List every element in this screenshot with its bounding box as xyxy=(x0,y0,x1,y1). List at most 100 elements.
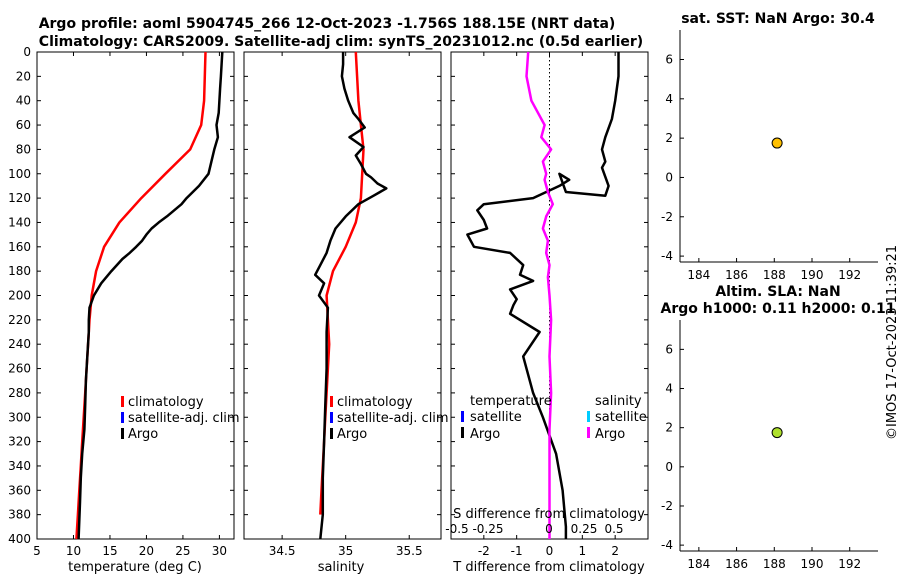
y-tick-label: -4 xyxy=(661,538,673,552)
timestamp: ©IMOS 17-Oct-2023 11:39:21 xyxy=(885,245,900,440)
salinity-legend: climatology satellite-adj. clim Argo xyxy=(330,395,449,442)
sla-panel-title1: Altim. SLA: NaN xyxy=(715,284,840,300)
argo-profile-line xyxy=(313,52,388,540)
y-tick-label: 100 xyxy=(8,167,31,181)
y-tick-label: 200 xyxy=(8,289,31,303)
legend-header-temperature: temperature xyxy=(470,394,552,409)
sla-point xyxy=(771,427,783,439)
y-tick-label: 300 xyxy=(8,410,31,424)
x-tick-label: 188 xyxy=(763,268,786,282)
y-tick-label: 240 xyxy=(8,337,31,351)
temperature-legend: climatology satellite-adj. clim Argo xyxy=(121,395,240,442)
y-tick-label: 320 xyxy=(8,435,31,449)
y-tick-label: 2 xyxy=(665,421,673,435)
x-tick-label: 192 xyxy=(838,557,861,571)
sla-panel-title2: Argo h1000: 0.11 h2000: 0.11 xyxy=(660,301,895,317)
y-tick-label: 2 xyxy=(665,131,673,145)
legend-label-argo: Argo xyxy=(337,427,367,442)
x-tick-label: 2 xyxy=(611,544,619,558)
sla-panel: -4 -2 0 2 4 6 184 186 188 190 192 xyxy=(661,320,878,571)
x-tick-label: 0 xyxy=(546,544,554,558)
y-tick-label: 120 xyxy=(8,191,31,205)
y-tick-label: 20 xyxy=(16,69,31,83)
x-tick-label: 190 xyxy=(801,268,824,282)
y-tick-label: -4 xyxy=(661,249,673,263)
x-tick-label: 186 xyxy=(725,557,748,571)
y-tick-label: 400 xyxy=(8,532,31,546)
y-tick-label: -2 xyxy=(661,210,673,224)
x-tick-label: 35.5 xyxy=(396,544,423,558)
x-tick-label: 5 xyxy=(33,544,41,558)
legend-header-salinity: salinity xyxy=(595,394,642,409)
x-tick-label: 10 xyxy=(66,544,81,558)
y-tick-label: 4 xyxy=(665,92,673,106)
legend-label-argo: Argo xyxy=(128,427,158,442)
x-tick-label: 190 xyxy=(801,557,824,571)
x-tick-label: -1 xyxy=(511,544,523,558)
legend-label-s-satellite: satellite xyxy=(595,410,647,425)
climatology-line xyxy=(75,51,207,540)
x-tick-label: 34.5 xyxy=(269,544,296,558)
temperature-xlabel: temperature (deg C) xyxy=(68,560,202,575)
temperature-panel: 0 20 40 60 80 100 120 140 160 180 200 220 240 260 280 3… xyxy=(8,45,235,558)
x-tick-label: 1 xyxy=(579,544,587,558)
legend-swatch-t-satellite xyxy=(461,411,464,422)
legend-swatch-s-satellite xyxy=(587,411,590,422)
salinity-difference-line xyxy=(525,51,555,539)
sdiff-tick: 0 xyxy=(545,522,553,536)
x-tick-label: -2 xyxy=(478,544,490,558)
legend-label-satellite: satellite-adj. clim xyxy=(128,411,240,426)
y-tick-label: 220 xyxy=(8,313,31,327)
title-line2: Climatology: CARS2009. Satellite-adj cli… xyxy=(39,34,643,50)
y-tick-label: 380 xyxy=(8,508,31,522)
sdiff-tick: -0.25 xyxy=(472,522,503,536)
legend-swatch-satellite xyxy=(330,412,333,423)
y-tick-label: 0 xyxy=(665,460,673,474)
sst-panel: -4 -2 0 2 4 6 184 186 188 190 192 xyxy=(661,30,878,282)
x-tick-label: 25 xyxy=(175,544,190,558)
axes-frame xyxy=(36,51,235,540)
sdiff-tick: -0.5 xyxy=(445,522,468,536)
sdiff-tick: 0.25 xyxy=(571,522,598,536)
y-tick-label: 280 xyxy=(8,386,31,400)
legend-swatch-argo xyxy=(330,428,333,439)
legend-label-climatology: climatology xyxy=(337,395,413,410)
y-tick-label: 6 xyxy=(665,342,673,356)
y-tick-label: 4 xyxy=(665,382,673,396)
x-tick-label: 35 xyxy=(338,544,353,558)
legend-swatch-t-argo xyxy=(461,427,464,438)
y-tick-label: 260 xyxy=(8,362,31,376)
legend-label-t-satellite: satellite xyxy=(470,410,522,425)
y-tick-label: -2 xyxy=(661,499,673,513)
x-tick-label: 184 xyxy=(687,557,710,571)
argo-profile-line xyxy=(77,51,224,540)
y-tick-label: 6 xyxy=(665,52,673,66)
y-tick-label: 0 xyxy=(665,170,673,184)
y-tick-label: 360 xyxy=(8,483,31,497)
y-tick-label: 80 xyxy=(16,142,31,156)
legend-swatch-satellite xyxy=(121,412,124,423)
tdiff-xlabel: T difference from climatology xyxy=(452,560,645,575)
title-line1: Argo profile: aoml 5904745_266 12-Oct-20… xyxy=(39,16,616,32)
legend-label-satellite: satellite-adj. clim xyxy=(337,411,449,426)
temperature-difference-line xyxy=(466,52,620,539)
legend-label-t-argo: Argo xyxy=(470,427,500,442)
legend-swatch-climatology xyxy=(330,396,333,407)
y-tick-label: 0 xyxy=(23,45,31,59)
legend-label-s-argo: Argo xyxy=(595,427,625,442)
x-tick-label: 188 xyxy=(763,557,786,571)
legend-swatch-s-argo xyxy=(587,427,590,438)
y-tick-label: 60 xyxy=(16,118,31,132)
legend-swatch-argo xyxy=(121,428,124,439)
x-tick-label: 184 xyxy=(687,268,710,282)
y-tick-label: 340 xyxy=(8,459,31,473)
y-tick-label: 140 xyxy=(8,215,31,229)
x-tick-label: 15 xyxy=(102,544,117,558)
y-tick-label: 160 xyxy=(8,240,31,254)
y-tick-label: 180 xyxy=(8,264,31,278)
legend-swatch-climatology xyxy=(121,396,124,407)
salinity-panel: 34.5 35 35.5 xyxy=(243,51,442,558)
x-tick-label: 20 xyxy=(139,544,154,558)
x-tick-label: 186 xyxy=(725,268,748,282)
